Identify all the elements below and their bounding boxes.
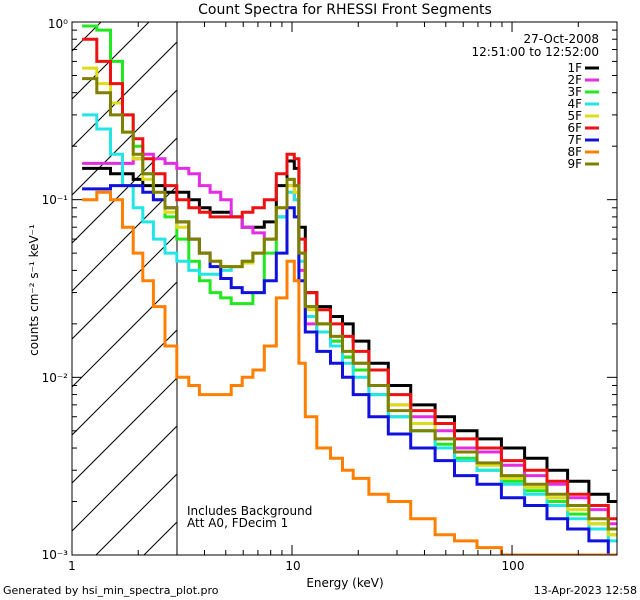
x-tick-label-10: 10 [285,559,300,573]
legend-label-4F: 4F [567,97,582,111]
hatch-line [72,41,177,148]
x-tick-label-1: 1 [68,559,76,573]
hatch-line [95,473,177,555]
series-6F [82,37,617,521]
annotation-background: Includes Background [187,504,312,518]
legend-label-7F: 7F [567,133,582,147]
hatch-line [72,233,177,340]
legend-label-6F: 6F [567,121,582,135]
hatch-line [72,377,177,484]
footer-generated-by: Generated by hsi_min_spectra_plot.pro [3,584,219,597]
hatch-line [72,281,177,388]
legend-label-2F: 2F [567,73,582,87]
series-4F [82,113,617,543]
series-9F [82,77,617,531]
legend-label-1F: 1F [567,61,582,75]
hatch-line [143,521,177,555]
shaded-region-hatching [72,0,640,555]
chart-title: Count Spectra for RHESSI Front Segments [198,2,492,18]
hatch-line [336,0,640,555]
legend-label-9F: 9F [567,157,582,171]
legend-label-5F: 5F [567,109,582,123]
series-5F [82,66,617,537]
y-tick-label-1e0: 10⁰ [48,17,68,31]
legend-label-8F: 8F [567,145,582,159]
plot-frame [71,21,618,556]
y-axis-label: counts cm⁻² s⁻¹ keV⁻¹ [27,224,41,356]
hatch-line [72,425,177,532]
hatch-line [288,0,640,555]
series-1F [82,159,617,503]
hatch-line [72,22,150,100]
header-date: 27-Oct-2008 [523,32,599,46]
y-tick-label-1e-2: 10⁻² [42,371,69,385]
annotation-attenuator: Att A0, FDecim 1 [187,516,288,530]
x-tick-label-100: 100 [502,559,525,573]
y-tick-label-1e-3: 10⁻³ [42,548,69,562]
y-tick-label-1e-1: 10⁻¹ [42,193,69,207]
x-axis-label: Energy (keV) [306,576,383,590]
axis-ticks [71,21,618,556]
series-layer [82,24,617,555]
header-time-range: 12:51:00 to 12:52:00 [472,45,599,59]
hatch-line [72,185,177,292]
footer-timestamp: 13-Apr-2023 12:58 [534,584,637,597]
series-8F [82,190,617,555]
legend-label-3F: 3F [567,85,582,99]
